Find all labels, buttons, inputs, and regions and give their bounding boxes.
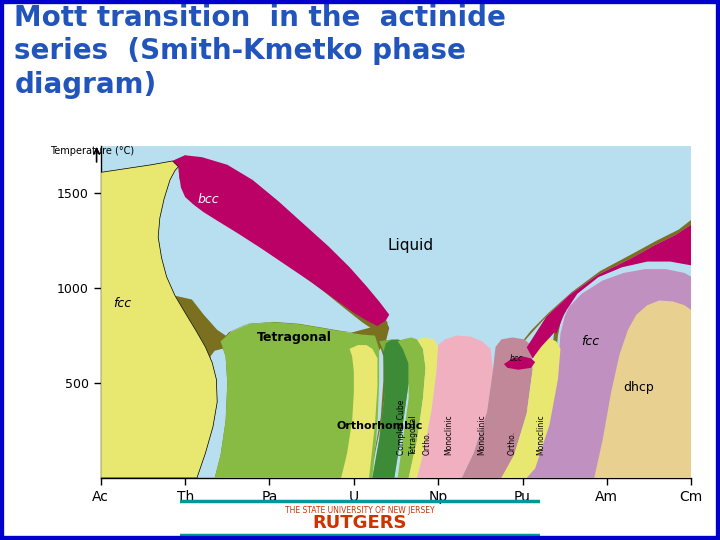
Text: bcc: bcc <box>198 193 220 206</box>
Polygon shape <box>175 296 390 478</box>
Polygon shape <box>372 339 409 478</box>
Text: Ortho.: Ortho. <box>508 431 517 455</box>
Text: Mott transition  in the  actinide
series  (Smith-Kmetko phase
diagram): Mott transition in the actinide series (… <box>14 4 506 99</box>
Polygon shape <box>101 146 691 478</box>
Text: Tetragonal: Tetragonal <box>257 331 332 345</box>
Polygon shape <box>173 156 390 326</box>
Polygon shape <box>215 322 386 478</box>
Text: THE STATE UNIVERSITY OF NEW JERSEY: THE STATE UNIVERSITY OF NEW JERSEY <box>285 506 435 515</box>
Text: bcc: bcc <box>510 354 523 363</box>
Polygon shape <box>594 300 691 478</box>
Polygon shape <box>501 339 560 478</box>
Polygon shape <box>101 161 215 478</box>
Polygon shape <box>527 225 691 359</box>
Polygon shape <box>101 161 217 478</box>
Polygon shape <box>372 339 409 478</box>
Text: Temperature (°C): Temperature (°C) <box>50 146 135 157</box>
Polygon shape <box>592 302 691 478</box>
Polygon shape <box>101 161 217 478</box>
Text: Complex Cube: Complex Cube <box>397 400 405 455</box>
Text: Liquid: Liquid <box>387 238 433 253</box>
Polygon shape <box>504 356 535 370</box>
Polygon shape <box>521 307 567 478</box>
Polygon shape <box>409 338 438 478</box>
Text: Monoclinic: Monoclinic <box>536 415 546 455</box>
Text: RUTGERS: RUTGERS <box>312 514 408 531</box>
Polygon shape <box>462 338 533 478</box>
Text: Monoclinic: Monoclinic <box>477 415 487 455</box>
Text: dhcp: dhcp <box>624 381 654 394</box>
Text: fcc: fcc <box>582 335 600 348</box>
Polygon shape <box>417 335 493 478</box>
Polygon shape <box>341 345 377 478</box>
Text: Ortho.: Ortho. <box>423 431 432 455</box>
Polygon shape <box>527 269 691 478</box>
Text: Orthorhombic: Orthorhombic <box>337 421 423 430</box>
Polygon shape <box>215 322 379 478</box>
Text: Monoclinic: Monoclinic <box>444 415 453 455</box>
Polygon shape <box>397 338 426 478</box>
Text: fcc: fcc <box>114 297 132 310</box>
Polygon shape <box>101 156 387 478</box>
Polygon shape <box>516 220 691 365</box>
Polygon shape <box>101 146 691 378</box>
Text: Tetragonal: Tetragonal <box>409 415 418 455</box>
